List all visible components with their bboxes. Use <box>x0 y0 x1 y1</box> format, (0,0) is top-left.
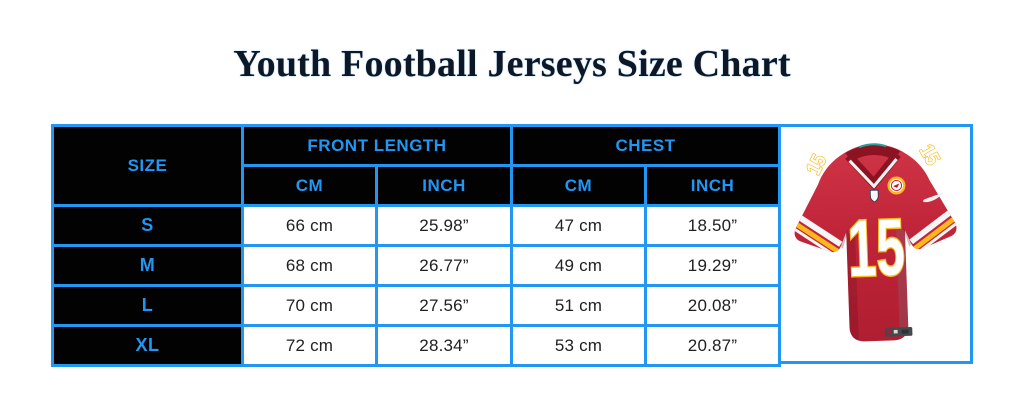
jersey-body <box>794 144 956 342</box>
cell-front-inch: 25.98” <box>375 204 513 247</box>
collar-v-white-trim <box>847 158 898 189</box>
chiefs-patch-icon <box>886 176 905 195</box>
jersey-armpit-shadow <box>902 227 911 247</box>
nike-swoosh-icon <box>922 192 944 203</box>
cell-front-cm: 68 cm <box>241 244 378 287</box>
cell-chest-cm: 49 cm <box>510 244 647 287</box>
cell-chest-cm: 51 cm <box>510 284 647 327</box>
page-title: Youth Football Jerseys Size Chart <box>233 43 791 85</box>
header-front-cm: CM <box>241 164 378 207</box>
table-row: S 66 cm 25.98” 47 cm 18.50” <box>51 204 781 247</box>
table-row: XL 72 cm 28.34” 53 cm 20.87” <box>51 324 781 367</box>
cell-chest-inch: 20.87” <box>644 324 781 367</box>
jersey-illustration: 15 15 15 <box>791 140 957 342</box>
nfl-shield-icon <box>869 189 879 203</box>
cell-front-inch: 28.34” <box>375 324 513 367</box>
size-chart-section: SIZE FRONT LENGTH CHEST CM INCH CM INCH … <box>0 124 1024 367</box>
cell-chest-cm: 47 cm <box>510 204 647 247</box>
jersey-side-mesh <box>895 227 908 334</box>
header-row-groups: SIZE FRONT LENGTH CHEST <box>51 124 781 207</box>
cell-chest-cm: 53 cm <box>510 324 647 367</box>
cell-chest-inch: 20.08” <box>644 284 781 327</box>
header-front-inch: INCH <box>375 164 513 207</box>
collar-v-dark <box>844 151 901 191</box>
header-chest: CHEST <box>510 124 781 167</box>
size-label-m: M <box>51 244 244 287</box>
header-size: SIZE <box>51 124 244 207</box>
table-row: M 68 cm 26.77” 49 cm 19.29” <box>51 244 781 287</box>
size-label-l: L <box>51 284 244 327</box>
jersey-side-shadow <box>845 232 859 341</box>
cell-chest-inch: 18.50” <box>644 204 781 247</box>
cell-front-cm: 66 cm <box>241 204 378 247</box>
jersey-product-image: 15 15 15 <box>781 124 973 364</box>
header-chest-cm: CM <box>510 164 647 207</box>
jersey-armpit-shadow <box>840 229 848 250</box>
size-label-xl: XL <box>51 324 244 367</box>
header-chest-inch: INCH <box>644 164 781 207</box>
cell-chest-inch: 19.29” <box>644 244 781 287</box>
cell-front-inch: 26.77” <box>375 244 513 287</box>
collar-band <box>844 144 900 162</box>
size-label-s: S <box>51 204 244 247</box>
collar-inner-trim <box>858 143 887 149</box>
jock-tag <box>884 327 912 337</box>
size-chart-table: SIZE FRONT LENGTH CHEST CM INCH CM INCH … <box>51 124 781 367</box>
cell-front-cm: 72 cm <box>241 324 378 367</box>
jersey-number: 15 <box>846 202 906 294</box>
cell-front-inch: 27.56” <box>375 284 513 327</box>
header-row-units: CM INCH CM INCH <box>53 164 781 207</box>
cell-front-cm: 70 cm <box>241 284 378 327</box>
header-front-length: FRONT LENGTH <box>241 124 513 167</box>
table-row: L 70 cm 27.56” 51 cm 20.08” <box>51 284 781 327</box>
